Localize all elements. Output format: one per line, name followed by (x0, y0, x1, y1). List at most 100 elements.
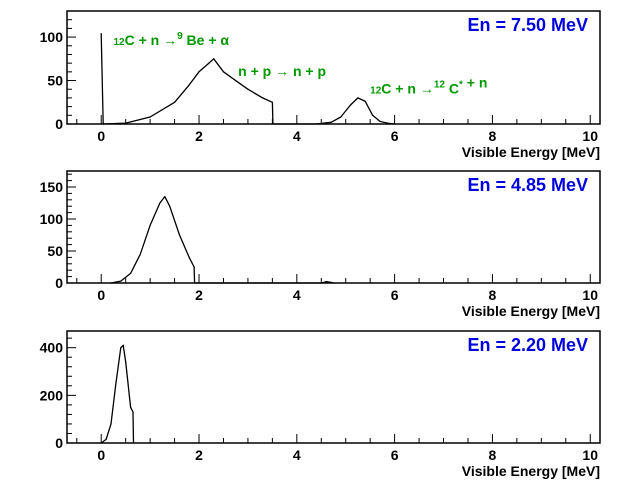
y-tick-label: 0 (55, 435, 63, 451)
x-tick-label: 6 (391, 287, 399, 303)
histogram-bin (379, 120, 381, 122)
histogram-bin (386, 122, 388, 124)
histogram-bin (247, 88, 249, 90)
histogram-bin (222, 71, 225, 73)
annotation-text: C (449, 81, 459, 97)
plot-frame (66, 10, 601, 125)
x-tick-label: 8 (489, 447, 497, 463)
histogram-bin (188, 256, 190, 258)
annotation-text: C + n (381, 81, 420, 97)
x-tick-label: 4 (293, 128, 301, 144)
x-tick-label: 0 (97, 287, 105, 303)
histogram-bin (261, 97, 264, 99)
annotation-text: n + p (238, 63, 275, 79)
superscript: 12 (113, 37, 125, 48)
energy-label: En = 7.50 MeV (467, 15, 588, 35)
x-tick-label: 10 (582, 447, 598, 463)
histogram-bin (169, 205, 171, 207)
annotation-text: Be + (187, 32, 221, 48)
histogram-bin (350, 104, 352, 106)
x-tick-label: 2 (195, 128, 203, 144)
annotation-text: + n (463, 75, 488, 91)
histogram-bin (340, 116, 342, 118)
histogram-bin (213, 58, 215, 60)
plot-frame (66, 330, 601, 444)
histogram-bin (129, 406, 132, 408)
histogram-panel-3: 0 2 4 6 8 10 0 200 400 En = 2.20 MeV Visible Energ… (40, 330, 601, 479)
annotation-np: n + p → n + p (238, 63, 326, 79)
y-tick-label: 100 (40, 211, 64, 227)
histogram-bin (100, 442, 102, 444)
y-tick-label: 50 (47, 73, 63, 89)
x-tick-label: 6 (391, 447, 399, 463)
histogram-bin (372, 114, 374, 116)
histogram-bin (173, 101, 176, 103)
superscript: 12 (370, 86, 382, 97)
x-axis-title: Visible Energy [MeV] (462, 463, 600, 479)
annotation-text: C + n (125, 32, 164, 48)
histogram-bin (149, 224, 151, 226)
histogram-bin (357, 97, 359, 99)
x-tick-label: 8 (489, 287, 497, 303)
annotation-text: → (163, 32, 177, 48)
histogram-bin (198, 71, 200, 73)
histogram-bin (120, 280, 122, 282)
y-tick-label: 0 (55, 116, 63, 132)
histogram-bin (330, 121, 332, 123)
x-tick-label: 10 (582, 128, 598, 144)
histogram-bin (125, 122, 127, 124)
energy-label: En = 4.85 MeV (467, 175, 588, 195)
annotation-text: → (420, 81, 434, 97)
histogram-bin (125, 361, 127, 363)
y-tick-label: 400 (40, 340, 64, 356)
annotation-c12-star: 12C + n →12 C* + n (370, 75, 487, 97)
x-tick-label: 6 (391, 128, 399, 144)
histogram-bin (100, 33, 102, 35)
histogram-bin (164, 196, 166, 198)
x-tick-label: 8 (489, 128, 497, 144)
histogram-bin (332, 282, 335, 284)
annotation-text: α (220, 32, 229, 48)
histogram-bin (193, 266, 195, 268)
histogram-bin (272, 123, 274, 125)
y-tick-label: 0 (55, 275, 63, 291)
superscript: * (459, 80, 463, 91)
x-tick-label: 2 (195, 287, 203, 303)
x-axis-title: Visible Energy [MeV] (462, 144, 600, 160)
x-tick-label: 4 (293, 287, 301, 303)
histogram-bin (122, 344, 124, 346)
histogram-bin (132, 442, 135, 444)
histogram-bin (132, 411, 134, 413)
histogram-bin (188, 84, 190, 86)
histogram-line (100, 344, 135, 444)
histogram-bin (364, 100, 366, 102)
histogram-line (110, 195, 334, 284)
histogram-bin (394, 123, 396, 125)
y-tick-label: 50 (47, 243, 63, 259)
histogram-bin (208, 62, 210, 64)
histogram-bin (129, 272, 132, 274)
histogram-bin (105, 438, 107, 441)
histogram-bin (110, 423, 112, 425)
x-tick-label: 4 (293, 447, 301, 463)
y-tick-label: 150 (40, 179, 64, 195)
x-axis-title: Visible Energy [MeV] (462, 303, 600, 319)
x-tick-label: 0 (97, 447, 105, 463)
superscript: 9 (177, 31, 183, 42)
histogram-bin (320, 282, 322, 284)
histogram-bin (325, 281, 327, 283)
histogram-bin (315, 123, 317, 125)
histogram-bin (178, 234, 181, 236)
annotation-c12-alpha: 12C + n →9 Be + α (113, 31, 229, 48)
superscript: 12 (434, 80, 446, 91)
histogram-bin (102, 123, 104, 125)
histogram-bin (149, 116, 151, 118)
histogram-bin (237, 81, 239, 83)
y-tick-label: 200 (40, 387, 64, 403)
x-tick-label: 10 (582, 287, 598, 303)
histogram-bin (110, 282, 112, 284)
x-tick-label: 0 (97, 128, 105, 144)
